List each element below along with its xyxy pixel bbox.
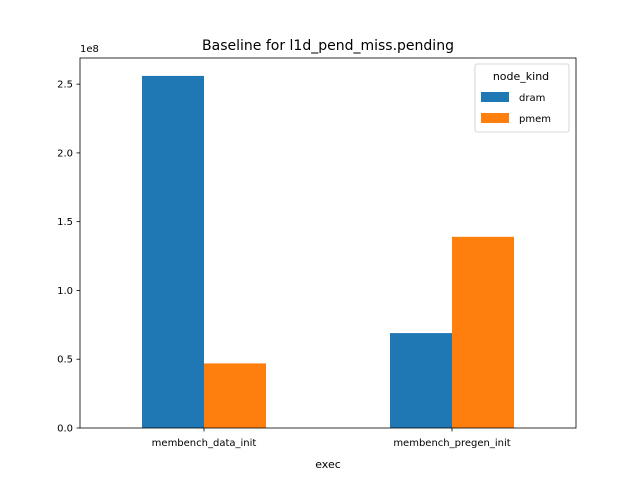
bar-pmem-membench_pregen_init	[452, 236, 514, 428]
y-tick-label: 2.0	[57, 148, 73, 159]
y-tick-label: 0.5	[57, 355, 73, 366]
chart-title: Baseline for l1d_pend_miss.pending	[202, 38, 454, 54]
legend: node_kind dram pmem	[474, 63, 570, 133]
x-tick-label: membench_data_init	[152, 438, 257, 449]
bar-pmem-membench_data_init	[204, 363, 266, 428]
y-tick-label: 2.5	[57, 80, 73, 91]
y-tick-label: 1.0	[57, 286, 73, 297]
legend-swatch-dram	[481, 92, 509, 102]
legend-swatch-pmem	[481, 113, 509, 123]
legend-title: node_kind	[493, 70, 549, 83]
x-axis-label: exec	[315, 458, 341, 471]
y-tick-label: 0.0	[57, 424, 73, 435]
y-axis-offset-label: 1e8	[80, 44, 99, 55]
plot-frame	[79, 57, 577, 429]
bar-dram-membench_pregen_init	[390, 333, 452, 428]
x-tick-label: membench_pregen_init	[393, 438, 510, 449]
legend-label-pmem: pmem	[519, 114, 551, 125]
y-tick-label: 1.5	[57, 217, 73, 228]
bar-dram-membench_data_init	[142, 75, 204, 429]
legend-label-dram: dram	[519, 93, 545, 104]
